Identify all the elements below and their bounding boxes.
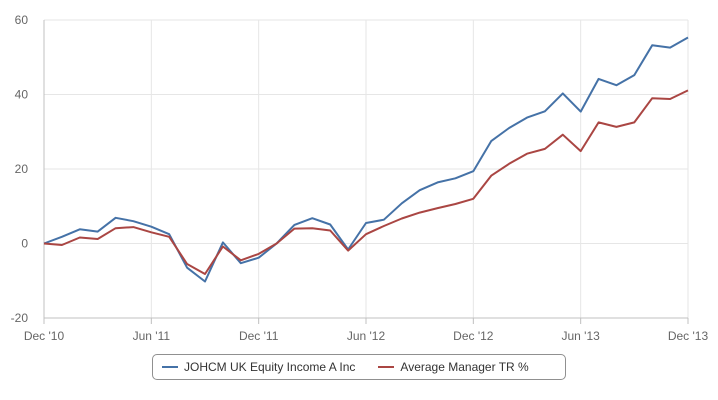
y-tick-label: -20: [11, 311, 29, 325]
legend-label-series-1: JOHCM UK Equity Income A Inc: [184, 360, 356, 374]
legend-swatch-series-1: [162, 366, 178, 368]
legend-item-series-2[interactable]: Average Manager TR %: [378, 360, 529, 374]
x-tick-label: Dec '13: [668, 329, 709, 343]
legend-label-series-2: Average Manager TR %: [400, 360, 529, 374]
gridlines: [43, 19, 689, 319]
legend-swatch-series-2: [378, 366, 395, 368]
y-tick-label: 0: [21, 237, 28, 251]
series-lines: [43, 36, 689, 283]
line-chart: 60 40 20 0 -20 Dec '10 Jun '11 Dec '11 Jun '12 De…: [11, 13, 709, 343]
x-tick-label: Jun '13: [562, 329, 601, 343]
x-tick-label: Dec '10: [24, 329, 65, 343]
y-tick-label: 60: [15, 13, 29, 27]
y-tick-label: 20: [15, 162, 29, 176]
x-tick-label: Dec '11: [239, 329, 279, 343]
x-tick-label: Dec '12: [453, 329, 494, 343]
x-tick-label: Jun '12: [347, 329, 386, 343]
x-tick-label: Jun '11: [133, 329, 171, 343]
y-tick-label: 40: [15, 88, 29, 102]
legend-item-series-1[interactable]: JOHCM UK Equity Income A Inc: [162, 360, 355, 374]
series-line-1[interactable]: [43, 36, 689, 283]
legend: JOHCM UK Equity Income A Inc Average Man…: [152, 354, 566, 380]
axes: 60 40 20 0 -20 Dec '10 Jun '11 Dec '11 Jun '12 De…: [11, 13, 709, 343]
series-line-2[interactable]: [43, 89, 689, 275]
